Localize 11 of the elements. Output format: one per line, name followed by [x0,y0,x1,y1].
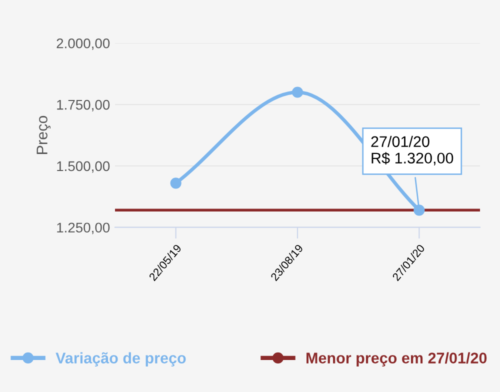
y-tick-label: 1.250,00 [57,222,110,234]
y-tick-label: 1.500,00 [57,161,110,173]
y-tick-label: 2.000,00 [56,38,110,50]
annotation: 27/01/20 R$ 1.320,00 [371,136,454,166]
point [292,86,304,98]
legend-label: Variação de preço [56,352,186,366]
y-axis-title: Preço [36,116,51,154]
point [170,178,182,189]
point [414,204,425,216]
y-tick-label: 1.750,00 [57,100,110,112]
legend-label: Menor preço em 27/01/20 [306,352,487,366]
